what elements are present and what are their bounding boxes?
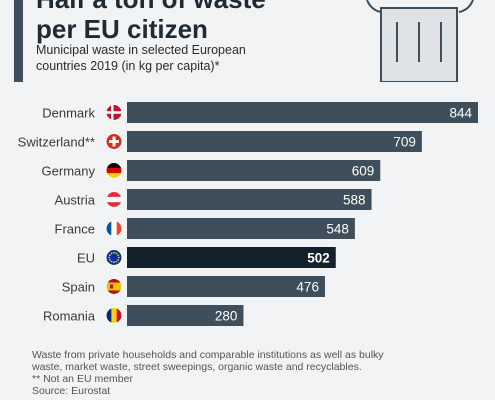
- trash-bin-icon: [366, 0, 474, 82]
- value-label-spain: 476: [296, 280, 319, 295]
- denmark-flag-icon: [105, 104, 123, 121]
- france-flag-icon: [105, 220, 123, 237]
- value-label-romania: 280: [215, 309, 238, 324]
- value-label-switzerland: 709: [393, 135, 416, 150]
- chart-title-line-2: per EU citizen: [36, 14, 208, 44]
- germany-flag-icon: [105, 162, 123, 179]
- bar-spain: [127, 276, 325, 297]
- value-label-austria: 588: [343, 193, 366, 208]
- category-label-spain: Spain: [62, 280, 95, 295]
- category-label-romania: Romania: [43, 309, 96, 324]
- austria-flag-icon: [105, 191, 123, 208]
- chart-subtitle: Municipal waste in selected European cou…: [36, 43, 246, 73]
- category-label-germany: Germany: [42, 164, 96, 179]
- footnote-not-eu: ** Not an EU member: [32, 373, 133, 385]
- footnotes: Waste from private households and compar…: [32, 349, 392, 397]
- value-label-eu: 502: [307, 251, 330, 266]
- title-block: Half a ton of waste per EU citizen: [36, 0, 266, 44]
- category-label-switzerland: Switzerland**: [18, 135, 95, 150]
- switzerland-flag-icon: [105, 133, 123, 150]
- chart-title-line-1: Half a ton of waste: [36, 0, 266, 14]
- bar-romania: [127, 305, 244, 326]
- category-label-denmark: Denmark: [42, 106, 95, 121]
- value-label-germany: 609: [352, 164, 375, 179]
- category-label-eu: EU: [77, 251, 95, 266]
- bar-chart: Denmark 844 Switzerland** 709 Germany 609 Aust…: [18, 102, 478, 326]
- eu-flag-icon: [105, 249, 123, 266]
- bar-austria: [127, 189, 372, 210]
- romania-flag-icon: [105, 307, 123, 324]
- footnote-definition: Waste from private households and compar…: [32, 349, 384, 373]
- spain-flag-icon: [105, 278, 123, 295]
- bar-france: [127, 218, 355, 239]
- bar-switzerland: [127, 131, 422, 152]
- bar-denmark: [127, 102, 478, 123]
- bar-germany: [127, 160, 381, 181]
- value-label-denmark: 844: [449, 106, 472, 121]
- category-label-france: France: [55, 222, 95, 237]
- value-label-france: 548: [326, 222, 349, 237]
- bar-eu: [127, 247, 336, 268]
- category-label-austria: Austria: [55, 193, 96, 208]
- accent-bar: [14, 0, 23, 82]
- footnote-source: Source: Eurostat: [32, 385, 111, 397]
